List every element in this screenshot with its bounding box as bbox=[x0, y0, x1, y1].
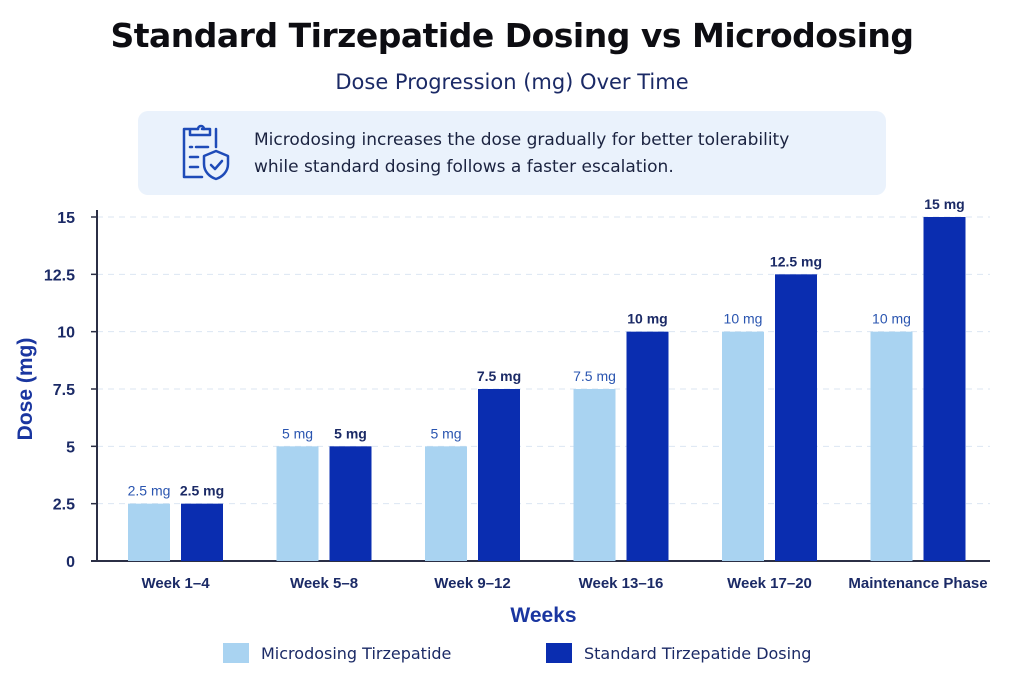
legend-label-micro: Microdosing Tirzepatide bbox=[261, 643, 452, 663]
data-label-standard: 15 mg bbox=[924, 196, 964, 212]
legend-label-standard: Standard Tirzepatide Dosing bbox=[584, 643, 812, 663]
data-label-micro: 5 mg bbox=[282, 425, 313, 441]
bar-standard bbox=[626, 331, 669, 561]
bar-micro bbox=[276, 446, 319, 561]
data-label-standard: 7.5 mg bbox=[477, 368, 521, 384]
data-label-micro: 10 mg bbox=[724, 311, 763, 327]
legend-swatch-micro bbox=[223, 643, 249, 663]
note-text: Microdosing increases the dose gradually… bbox=[254, 127, 789, 181]
chart-title: Standard Tirzepatide Dosing vs Microdosi… bbox=[110, 16, 914, 55]
x-tick-label: Week 17–20 bbox=[727, 575, 812, 592]
bar-micro bbox=[722, 331, 764, 561]
x-axis-label: Weeks bbox=[510, 604, 576, 627]
x-tick-label: Maintenance Phase bbox=[848, 575, 987, 592]
data-label-micro: 10 mg bbox=[872, 311, 911, 327]
bar-standard bbox=[775, 274, 817, 561]
data-label-standard: 2.5 mg bbox=[180, 483, 224, 499]
data-label-micro: 5 mg bbox=[430, 425, 461, 441]
legend-item-standard: Standard Tirzepatide Dosing bbox=[546, 643, 811, 663]
bar-micro bbox=[128, 503, 170, 561]
y-axis-label: Dose (mg) bbox=[14, 338, 37, 441]
y-tick-label: 15 bbox=[57, 210, 75, 227]
clipboard-shield-check-icon bbox=[182, 124, 230, 181]
data-label-standard: 12.5 mg bbox=[770, 253, 822, 269]
note-line-1: Microdosing increases the dose gradually… bbox=[254, 130, 790, 150]
data-label-micro: 7.5 mg bbox=[573, 368, 616, 384]
y-tick-label: 7.5 bbox=[53, 382, 75, 399]
data-label-standard: 10 mg bbox=[627, 311, 667, 327]
info-note: Microdosing increases the dose gradually… bbox=[138, 111, 886, 195]
note-line-2: while standard dosing follows a faster e… bbox=[254, 157, 674, 177]
data-label-micro: 2.5 mg bbox=[128, 483, 171, 499]
y-tick-label: 5 bbox=[66, 439, 75, 456]
chart-subtitle: Dose Progression (mg) Over Time bbox=[335, 70, 689, 94]
bar-standard bbox=[329, 446, 372, 561]
bar-standard bbox=[923, 217, 966, 561]
x-tick-label: Week 13–16 bbox=[579, 575, 664, 592]
legend: Microdosing Tirzepatide Standard Tirzepa… bbox=[0, 643, 1024, 667]
x-tick-label: Week 9–12 bbox=[434, 575, 510, 592]
bar-micro bbox=[573, 389, 616, 561]
y-tick-label: 12.5 bbox=[44, 267, 75, 284]
y-tick-label: 10 bbox=[57, 325, 75, 342]
y-tick-label: 2.5 bbox=[53, 497, 75, 514]
bar-micro bbox=[870, 331, 913, 561]
bar-standard bbox=[181, 503, 223, 561]
y-tick-label: 0 bbox=[66, 554, 75, 571]
x-tick-label: Week 1–4 bbox=[141, 575, 210, 592]
bar-micro bbox=[425, 446, 467, 561]
bar-standard bbox=[478, 389, 520, 561]
data-label-standard: 5 mg bbox=[334, 425, 367, 441]
legend-item-micro: Microdosing Tirzepatide bbox=[223, 643, 451, 663]
x-tick-label: Week 5–8 bbox=[290, 575, 358, 592]
legend-swatch-standard bbox=[546, 643, 572, 663]
